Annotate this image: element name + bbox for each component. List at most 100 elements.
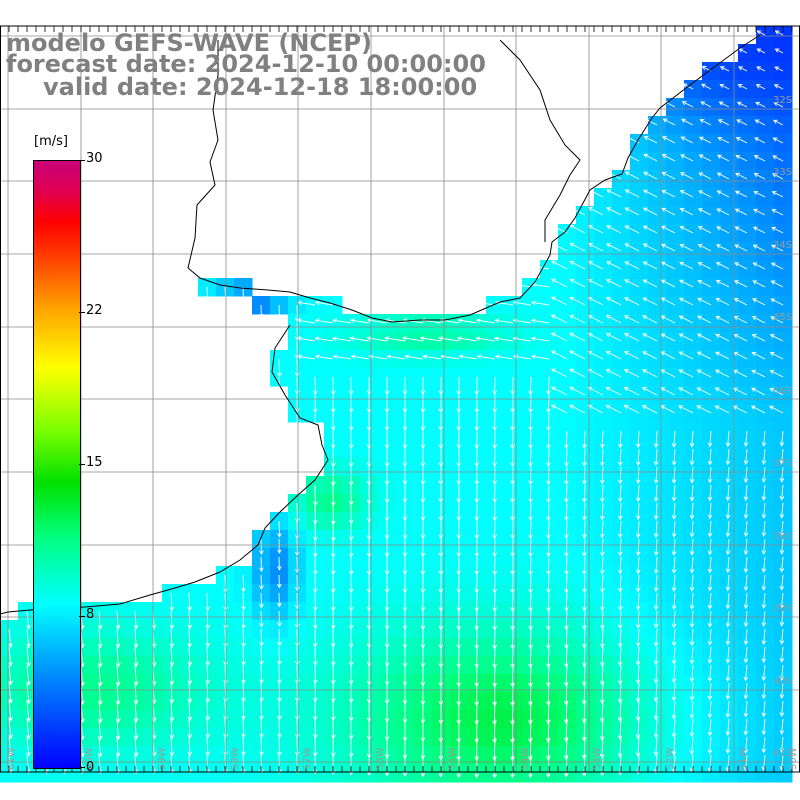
field-cell <box>612 296 631 315</box>
field-cell <box>648 368 667 387</box>
wind-arrow <box>769 334 784 342</box>
colorbar-tick-mark <box>79 767 85 768</box>
wind-arrow <box>456 484 462 504</box>
field-cell <box>666 296 685 315</box>
field-cell <box>522 278 541 297</box>
field-cell <box>774 242 793 261</box>
field-cell <box>756 242 775 261</box>
wind-arrow <box>402 557 408 576</box>
wind-arrow <box>564 574 569 594</box>
wind-arrow <box>635 718 641 740</box>
wind-arrow <box>707 736 713 755</box>
wind-arrow <box>366 574 372 594</box>
wind-arrow <box>717 136 730 144</box>
wind-arrow <box>624 297 640 306</box>
wind-arrow <box>733 280 748 288</box>
wind-arrow <box>662 136 676 144</box>
wind-arrow <box>679 225 694 234</box>
field-cell <box>522 314 541 333</box>
wind-arrow <box>605 333 622 342</box>
wind-arrow <box>510 520 515 540</box>
wind-arrow <box>456 538 462 558</box>
wind-arrow <box>623 387 640 396</box>
wind-arrow <box>581 628 587 649</box>
wind-arrow <box>680 136 694 144</box>
wind-arrow <box>716 172 730 180</box>
field-cell <box>666 206 685 225</box>
field-cell <box>324 296 343 315</box>
wind-arrow <box>563 646 569 668</box>
wind-arrow <box>751 316 766 324</box>
field-cell <box>666 404 685 423</box>
wind-arrow <box>420 448 426 468</box>
wind-arrow <box>643 171 658 180</box>
field-cell <box>540 332 559 351</box>
field-cell <box>486 332 505 351</box>
wind-arrow <box>384 556 390 576</box>
field-cell <box>594 188 613 207</box>
wind-arrow <box>528 376 533 396</box>
wind-arrow <box>770 298 784 306</box>
field-cell <box>504 314 523 333</box>
wind-arrow <box>438 430 444 450</box>
field-cell <box>738 152 757 171</box>
wind-arrow <box>474 394 480 414</box>
wind-arrow <box>679 190 694 198</box>
wind-arrow <box>697 208 712 216</box>
field-cell <box>630 404 649 423</box>
field-cell <box>630 368 649 387</box>
field-cell <box>756 386 775 405</box>
wind-arrow <box>510 412 515 432</box>
wind-arrow <box>653 736 659 757</box>
wind-arrow <box>751 369 766 378</box>
wind-arrow <box>605 315 622 324</box>
wind-arrow <box>546 394 551 414</box>
wind-arrow <box>671 466 677 484</box>
wind-arrow <box>366 376 372 396</box>
field-cell <box>594 224 613 243</box>
wind-arrow <box>725 646 731 664</box>
wind-arrow <box>635 682 641 703</box>
wind-arrow <box>420 574 426 594</box>
wind-arrow <box>733 298 748 306</box>
wind-arrow <box>295 304 300 323</box>
wind-arrow <box>671 520 677 538</box>
wind-arrow <box>402 395 408 414</box>
wind-arrow <box>510 376 515 396</box>
field-cell <box>756 332 775 351</box>
wind-arrow <box>582 520 587 539</box>
field-cell <box>558 764 577 783</box>
wind-arrow <box>642 189 658 198</box>
lon-label-52w: 52W <box>665 747 676 770</box>
field-cell <box>378 332 397 351</box>
wind-arrow <box>420 376 426 396</box>
wind-arrow <box>419 336 442 342</box>
wind-arrow <box>563 736 569 761</box>
valid-date: valid date: 2024-12-18 18:00:00 <box>43 73 478 101</box>
field-cell <box>738 98 757 117</box>
field-cell <box>702 188 721 207</box>
field-cell <box>720 152 739 171</box>
wind-arrow <box>725 664 731 682</box>
wind-arrow <box>510 466 515 486</box>
wind-arrow <box>476 300 496 306</box>
wind-arrow <box>313 610 318 630</box>
wind-arrow <box>169 646 175 667</box>
wind-arrow <box>349 336 370 342</box>
wind-arrow <box>456 574 462 594</box>
wind-arrow <box>599 574 605 593</box>
field-cell <box>702 368 721 387</box>
field-cell <box>504 764 523 783</box>
wind-arrow <box>707 682 713 701</box>
wind-arrow <box>330 592 336 612</box>
wind-arrow <box>707 484 713 502</box>
field-cell <box>648 224 667 243</box>
wind-arrow <box>492 718 497 744</box>
wind-arrow <box>671 610 677 629</box>
field-cell <box>234 764 253 783</box>
field-cell <box>648 170 667 189</box>
wind-arrow <box>738 66 748 72</box>
wind-arrow <box>718 101 730 108</box>
field-cell <box>666 116 685 135</box>
field-cell <box>630 170 649 189</box>
